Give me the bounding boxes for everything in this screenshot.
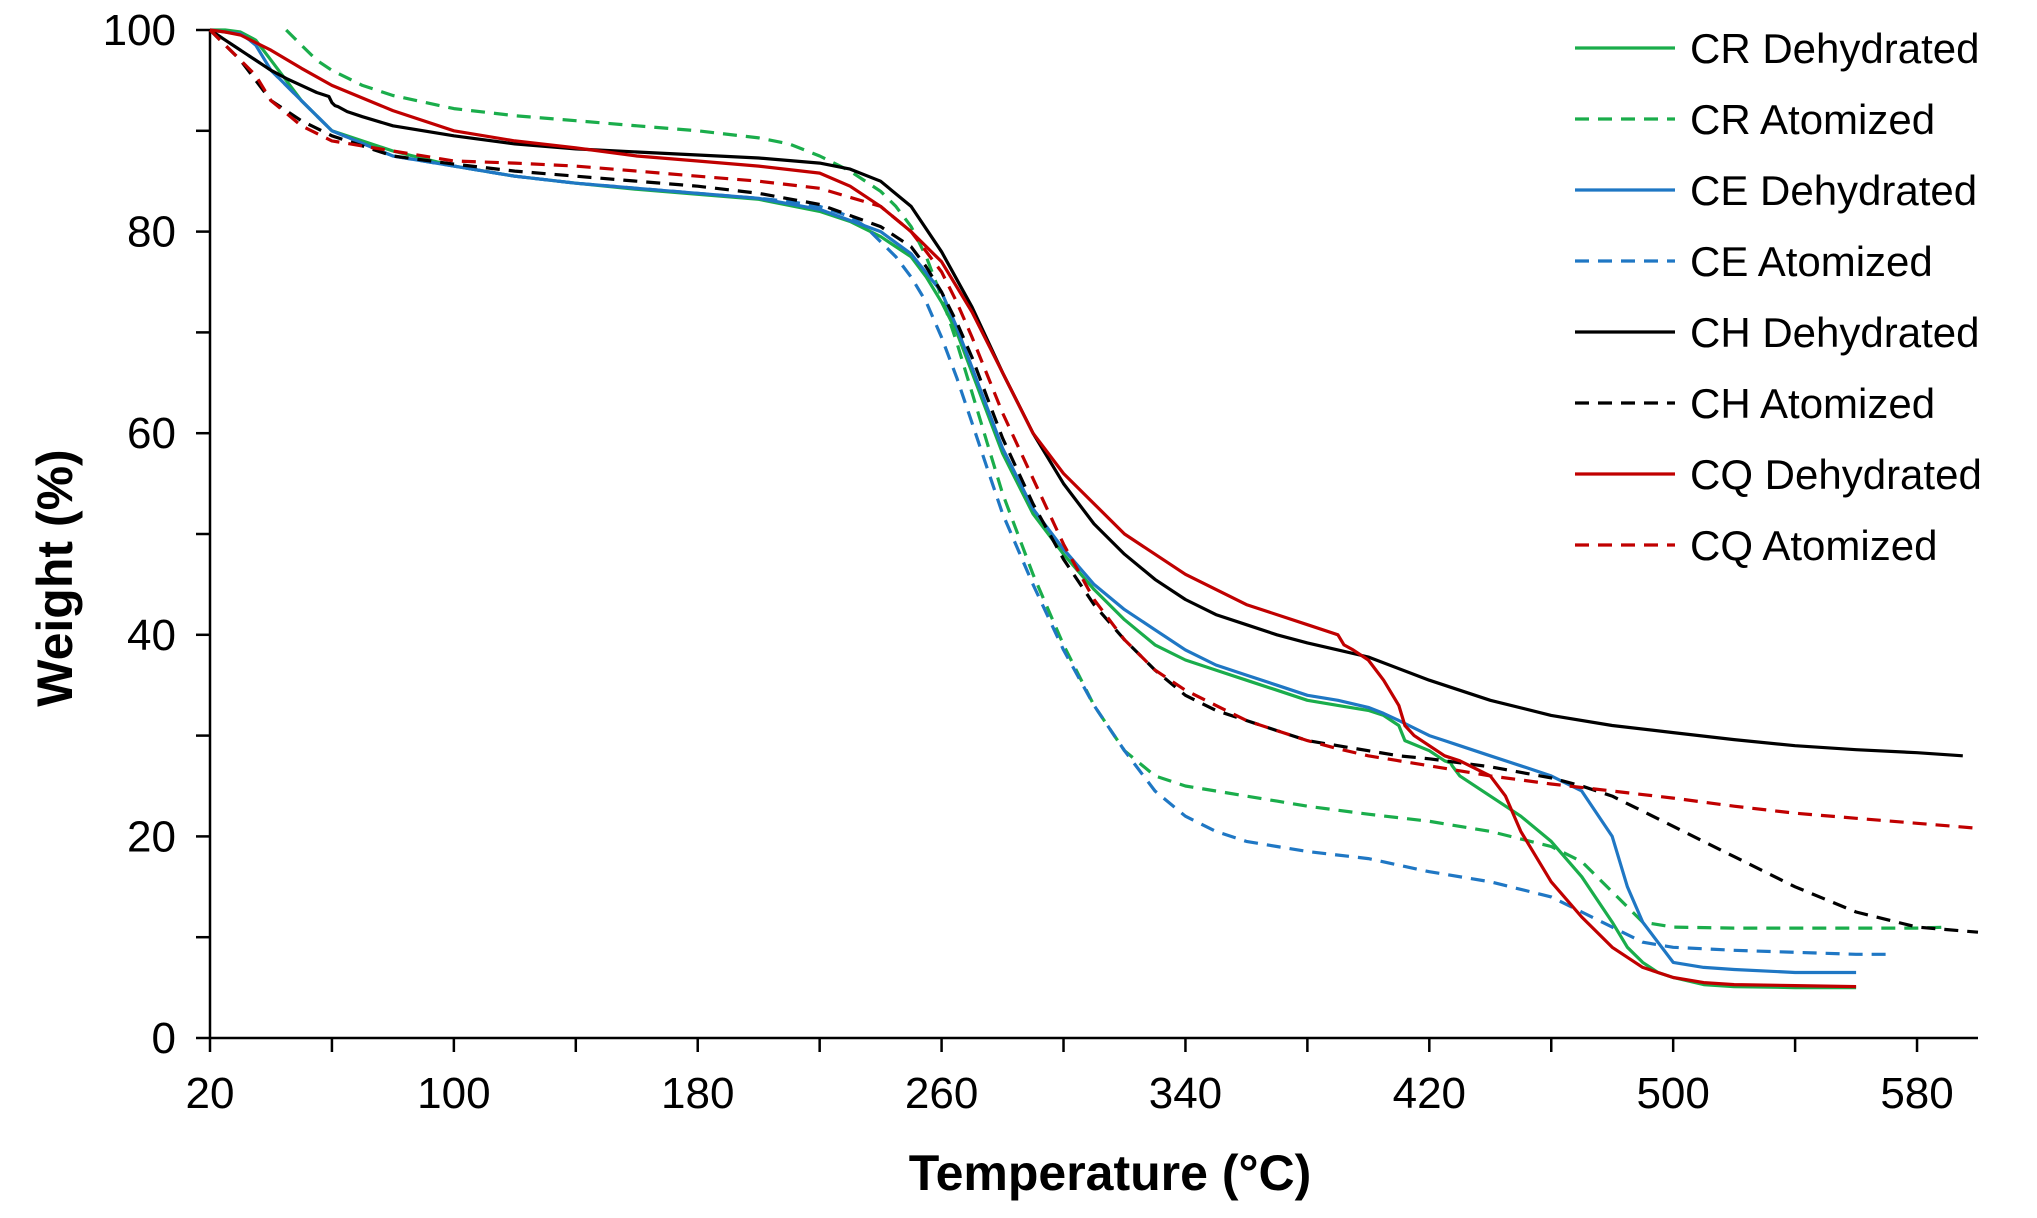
y-tick-label: 20 bbox=[127, 812, 176, 861]
legend-label: CH Atomized bbox=[1690, 380, 1935, 427]
legend: CR Dehydrated CR Atomized CE Dehydrated CE … bbox=[1575, 25, 1982, 569]
x-axis-title: Temperature (°C) bbox=[909, 1145, 1311, 1201]
series-cr-atomized bbox=[285, 28, 1948, 930]
series-cq-atomized bbox=[208, 28, 1979, 830]
legend-label: CQ Atomized bbox=[1690, 522, 1937, 569]
x-tick-label: 180 bbox=[661, 1069, 734, 1118]
legend-label: CE Atomized bbox=[1690, 238, 1933, 285]
x-tick-label: 260 bbox=[905, 1069, 978, 1118]
y-tick-label: 0 bbox=[152, 1014, 176, 1063]
x-tick-label: 580 bbox=[1880, 1069, 1953, 1118]
series-cq-dehydrated bbox=[209, 28, 1857, 989]
legend-label: CH Dehydrated bbox=[1690, 309, 1979, 356]
x-tick-label: 340 bbox=[1149, 1069, 1222, 1118]
x-tick-label: 420 bbox=[1393, 1069, 1466, 1118]
legend-label: CQ Dehydrated bbox=[1690, 451, 1982, 498]
series-ch-atomized bbox=[208, 28, 1979, 934]
y-tick-label: 80 bbox=[127, 208, 176, 257]
legend-label: CR Dehydrated bbox=[1690, 25, 1979, 72]
legend-label: CE Dehydrated bbox=[1690, 167, 1977, 214]
y-axis-title: Weight (%) bbox=[27, 449, 83, 706]
series-ce-atomized bbox=[209, 28, 1887, 956]
y-tick-label: 100 bbox=[103, 6, 176, 55]
x-tick-label: 20 bbox=[186, 1069, 235, 1118]
y-tick-label: 40 bbox=[127, 611, 176, 660]
y-tick-label: 60 bbox=[127, 409, 176, 458]
x-tick-label: 100 bbox=[417, 1069, 490, 1118]
series-ch-dehydrated bbox=[209, 28, 1963, 758]
plot-series bbox=[208, 28, 1979, 990]
x-tick-label: 500 bbox=[1636, 1069, 1709, 1118]
legend-label: CR Atomized bbox=[1690, 96, 1935, 143]
